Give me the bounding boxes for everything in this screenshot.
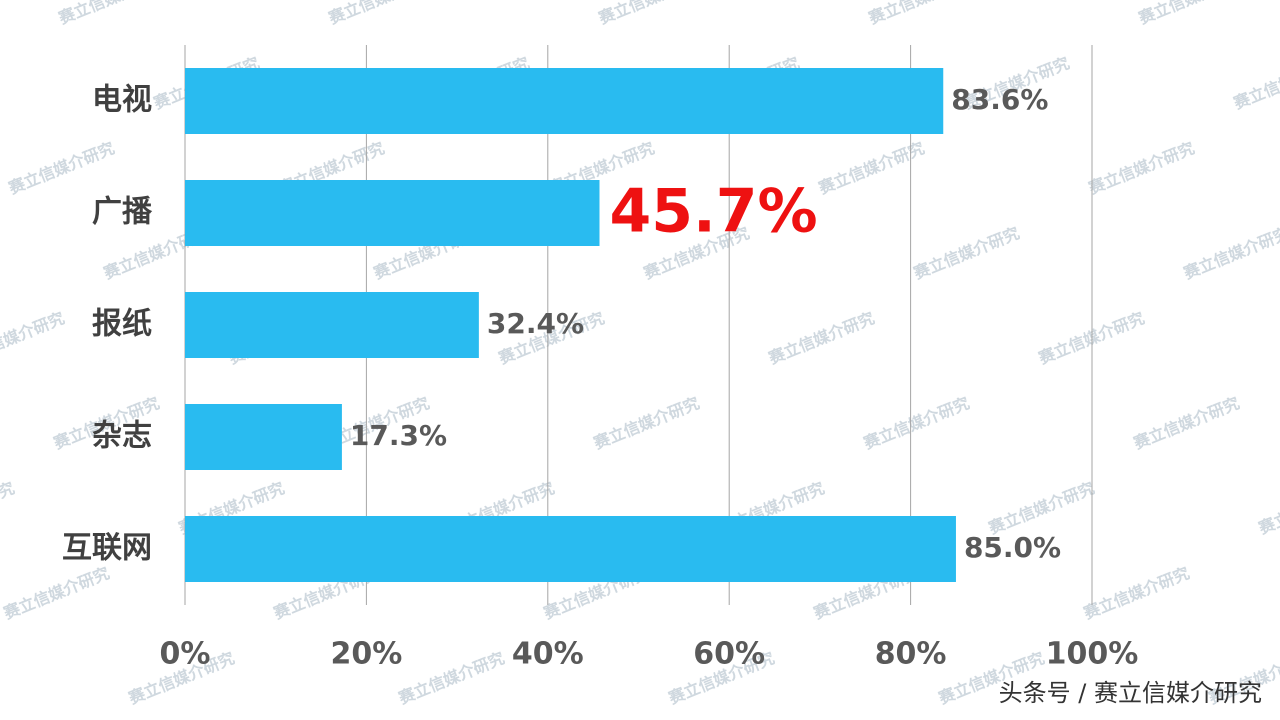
watermark: 赛立信媒介研究 [325, 0, 437, 28]
watermark: 赛立信媒介研究 [1180, 223, 1280, 283]
watermark: 赛立信媒介研究 [1080, 563, 1192, 623]
x-tick-label: 20% [330, 637, 402, 672]
watermark: 赛立信媒介研究 [1085, 138, 1197, 198]
watermark: 赛立信媒介研究 [910, 223, 1022, 283]
bar [185, 68, 944, 134]
watermark: 赛立信媒介研究 [0, 308, 67, 368]
watermark: 赛立信媒介研究 [595, 0, 707, 28]
category-label: 杂志 [92, 419, 152, 454]
value-label: 17.3% [350, 419, 447, 452]
footer: 头条号 / 赛立信媒介研究 [999, 679, 1262, 707]
value-label: 32.4% [487, 307, 584, 340]
watermark: 赛立信媒介研究 [395, 648, 507, 708]
x-tick-label: 40% [512, 637, 584, 672]
bar [185, 404, 342, 470]
bar [185, 180, 600, 246]
bar [185, 516, 956, 582]
plot: 0% 20% 40% 60% 80% 100% 电视 83.6% 广播 45.7% 报纸 32.4% 杂… [62, 45, 1138, 672]
value-label: 45.7% [609, 177, 817, 247]
watermark: 赛立信媒介研究 [0, 563, 112, 623]
watermark: 赛立信媒介研究 [1255, 478, 1280, 538]
watermark: 赛立信媒介研究 [55, 0, 167, 28]
value-label: 85.0% [964, 531, 1061, 564]
watermark: 赛立信媒介研究 [5, 138, 117, 198]
watermark: 赛立信媒介研究 [865, 0, 977, 28]
x-tick-label: 60% [693, 637, 765, 672]
watermark: 赛立信媒介研究 [590, 393, 702, 453]
value-label: 83.6% [951, 83, 1048, 116]
watermark: 赛立信媒介研究 [1135, 0, 1247, 28]
x-tick-label: 80% [875, 637, 947, 672]
watermark: 赛立信媒介研究 [860, 393, 972, 453]
x-tick-label: 100% [1046, 637, 1139, 672]
watermark: 赛立信媒介研究 [0, 478, 17, 538]
category-label: 报纸 [92, 307, 152, 342]
bar [185, 292, 479, 358]
watermark: 赛立信媒介研究 [985, 478, 1097, 538]
watermark: 赛立信媒介研究 [1230, 53, 1280, 113]
category-label: 广播 [92, 195, 153, 230]
watermark: 赛立信媒介研究 [1035, 308, 1147, 368]
category-label: 电视 [92, 83, 152, 118]
x-tick-label: 0% [160, 637, 211, 672]
watermark: 赛立信媒介研究 [765, 308, 877, 368]
watermark: 赛立信媒介研究 [1130, 393, 1242, 453]
category-label: 互联网 [62, 531, 152, 566]
